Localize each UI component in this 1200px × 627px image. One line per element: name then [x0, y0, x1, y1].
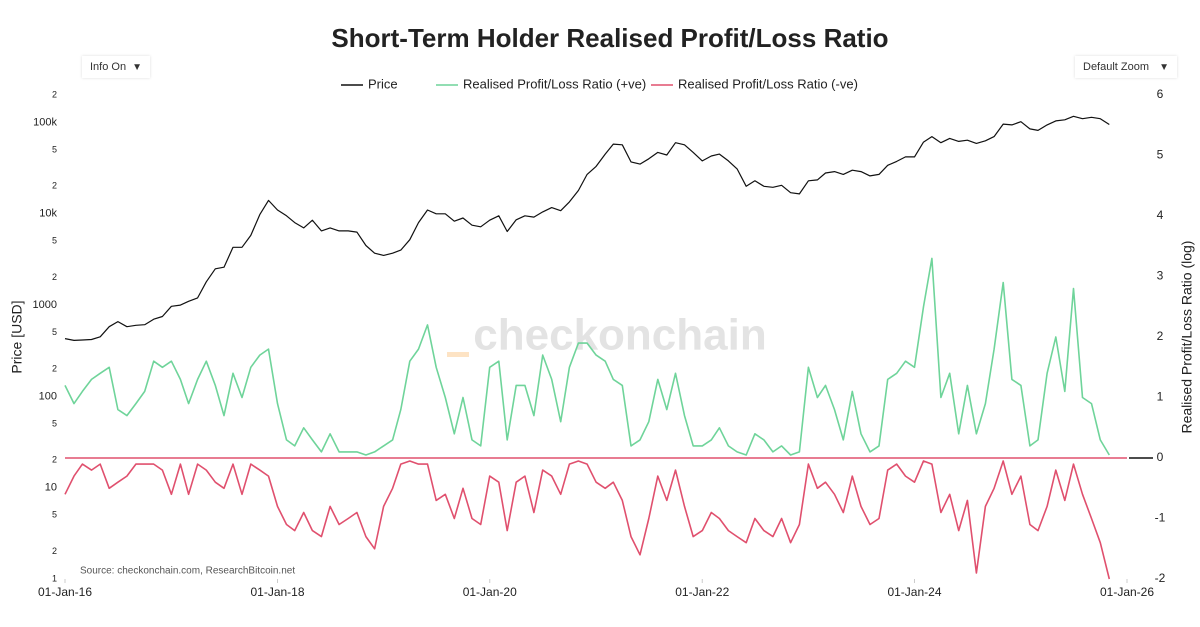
y2-tick-label: 5 [1157, 148, 1164, 162]
zoom-dropdown[interactable]: Default Zoom ▼ [1075, 56, 1177, 78]
y2-tick-label: 2 [1157, 329, 1164, 343]
y-tick-label: 2 [52, 546, 57, 556]
zoom-label: Default Zoom [1083, 61, 1150, 73]
y-tick-label: 5 [52, 327, 57, 337]
watermark-dash [447, 352, 469, 357]
x-tick-label: 01-Jan-18 [250, 585, 304, 599]
y-tick-label: 10 [45, 482, 57, 494]
y2-tick-label: 1 [1157, 390, 1164, 404]
dropdown-arrow: ▼ [1159, 61, 1169, 73]
legend: Price Realised Profit/Loss Ratio (+ve) Rea… [341, 76, 858, 91]
y-tick-label: 5 [52, 418, 57, 428]
y-tick-label: 1 [52, 573, 57, 583]
y-tick-label: 100 [39, 390, 57, 402]
y-tick-label: 2 [52, 455, 57, 465]
y-tick-label: 5 [52, 144, 57, 154]
watermark: checkonchain [473, 311, 766, 360]
y2-tick-label: -2 [1155, 571, 1166, 585]
legend-label: Realised Profit/Loss Ratio (+ve) [463, 76, 646, 91]
x-tick-label: 01-Jan-26 [1100, 585, 1154, 599]
source: Source: checkonchain.com, ResearchBitcoi… [80, 566, 295, 577]
y2-tick-label: 6 [1157, 87, 1164, 101]
y2-tick-label: 3 [1157, 269, 1164, 283]
info-label: Info On [90, 61, 127, 73]
legend-label: Price [368, 76, 398, 91]
y-tick-label: 2 [52, 272, 57, 282]
y-tick-label: 2 [52, 181, 57, 191]
y-tick-label: 100k [33, 116, 57, 128]
legend-label: Realised Profit/Loss Ratio (-ve) [678, 76, 858, 91]
y-axis-label: Price [USD] [9, 300, 25, 373]
dropdown-arrow: ▼ [132, 61, 142, 73]
y-tick-label: 5 [52, 510, 57, 520]
y2-tick-label: 0 [1157, 450, 1164, 464]
x-tick-label: 01-Jan-20 [463, 585, 517, 599]
series-line [64, 115, 1110, 341]
x-tick-label: 01-Jan-24 [887, 585, 941, 599]
y-tick-label: 1000 [33, 299, 57, 311]
x-tick-label: 01-Jan-22 [675, 585, 729, 599]
info-dropdown[interactable]: Info On ▼ [82, 56, 150, 78]
chart-title: Short-Term Holder Realised Profit/Loss R… [331, 23, 888, 53]
x-tick-label: 01-Jan-16 [38, 585, 92, 599]
y2-axis-label: Realised Profit/Loss Ratio (log) [1179, 241, 1195, 434]
series-line [64, 460, 1111, 580]
y-tick-label: 5 [52, 236, 57, 246]
series-line [64, 257, 1110, 456]
y-tick-label: 2 [52, 89, 57, 99]
y2-tick-label: -1 [1155, 511, 1166, 525]
y-tick-label: 2 [52, 363, 57, 373]
y-tick-label: 10k [39, 208, 57, 220]
y2-tick-label: 4 [1157, 208, 1164, 222]
